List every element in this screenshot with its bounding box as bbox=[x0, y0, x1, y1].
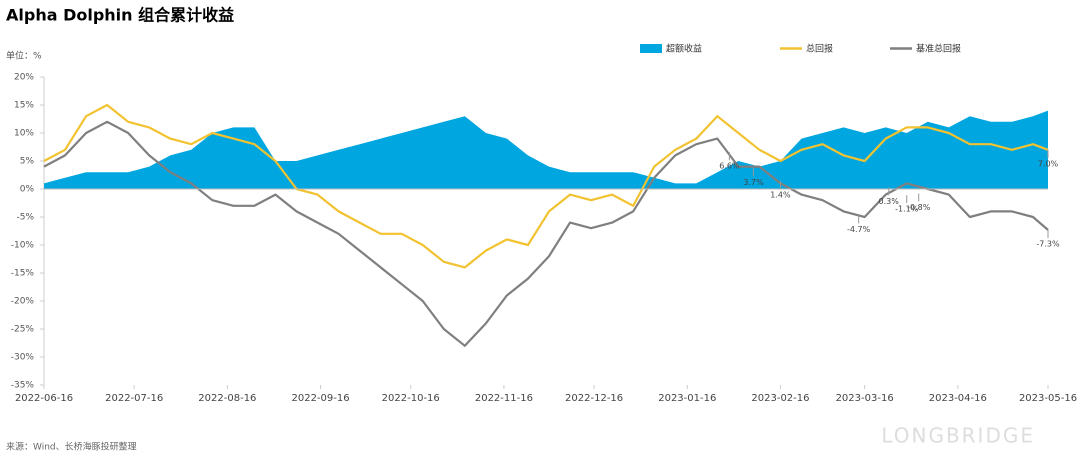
x-tick-label: 2022-08-16 bbox=[198, 393, 256, 404]
x-tick-label: 2022-11-16 bbox=[475, 393, 533, 404]
legend-label: 总回报 bbox=[806, 43, 833, 55]
annotation-label: -0.8% bbox=[907, 203, 931, 212]
y-tick-label: -15% bbox=[11, 269, 35, 279]
area-series bbox=[44, 110, 1048, 189]
line-series bbox=[43, 103, 1049, 269]
y-tick-label: -20% bbox=[11, 297, 35, 307]
annotation-label: -7.3% bbox=[1036, 239, 1060, 248]
source-note: 来源：Wind、长桥海豚投研整理 bbox=[6, 441, 137, 453]
legend-label: 超额收益 bbox=[666, 43, 702, 55]
legend-swatch bbox=[640, 44, 662, 53]
legend-label: 基准总回报 bbox=[916, 43, 961, 55]
y-tick-label: -10% bbox=[11, 241, 35, 251]
y-tick-label: -30% bbox=[11, 353, 35, 363]
x-tick-label: 2023-03-16 bbox=[836, 393, 894, 404]
y-tick-label: 15% bbox=[14, 101, 34, 111]
y-tick-label: 20% bbox=[14, 73, 34, 83]
x-tick-label: 2023-02-16 bbox=[751, 393, 809, 404]
y-tick-label: -25% bbox=[11, 325, 35, 335]
annotation-label: 0.3% bbox=[879, 197, 900, 206]
y-tick-label: 5% bbox=[20, 157, 35, 167]
annotation-label: 3.7% bbox=[743, 178, 764, 187]
annotation-label: -4.7% bbox=[847, 225, 871, 234]
y-tick-label: -5% bbox=[16, 213, 34, 223]
x-tick-label: 2023-05-16 bbox=[1019, 393, 1077, 404]
annotation-label: 7.0% bbox=[1038, 159, 1059, 168]
y-tick-label: 0% bbox=[20, 185, 35, 195]
y-tick-label: 10% bbox=[14, 129, 34, 139]
x-tick-label: 2022-10-16 bbox=[382, 393, 440, 404]
annotation-label: -1.1% bbox=[895, 205, 919, 214]
y-tick-label: -35% bbox=[11, 381, 35, 391]
x-tick-label: 2022-12-16 bbox=[565, 393, 623, 404]
x-tick-label: 2022-09-16 bbox=[291, 393, 349, 404]
annotation-label: 1.4% bbox=[770, 191, 791, 200]
watermark: LONGBRIDGE bbox=[881, 424, 1035, 448]
chart-title: Alpha Dolphin 组合累计收益 bbox=[6, 6, 234, 25]
x-tick-label: 2023-04-16 bbox=[929, 393, 987, 404]
x-tick-label: 2023-01-16 bbox=[658, 393, 716, 404]
y-unit-label: 单位：% bbox=[6, 50, 42, 62]
line-series bbox=[43, 120, 1049, 347]
x-tick-label: 2022-06-16 bbox=[15, 393, 73, 404]
annotation-label: 6.6% bbox=[719, 162, 740, 171]
x-tick-label: 2022-07-16 bbox=[105, 393, 163, 404]
